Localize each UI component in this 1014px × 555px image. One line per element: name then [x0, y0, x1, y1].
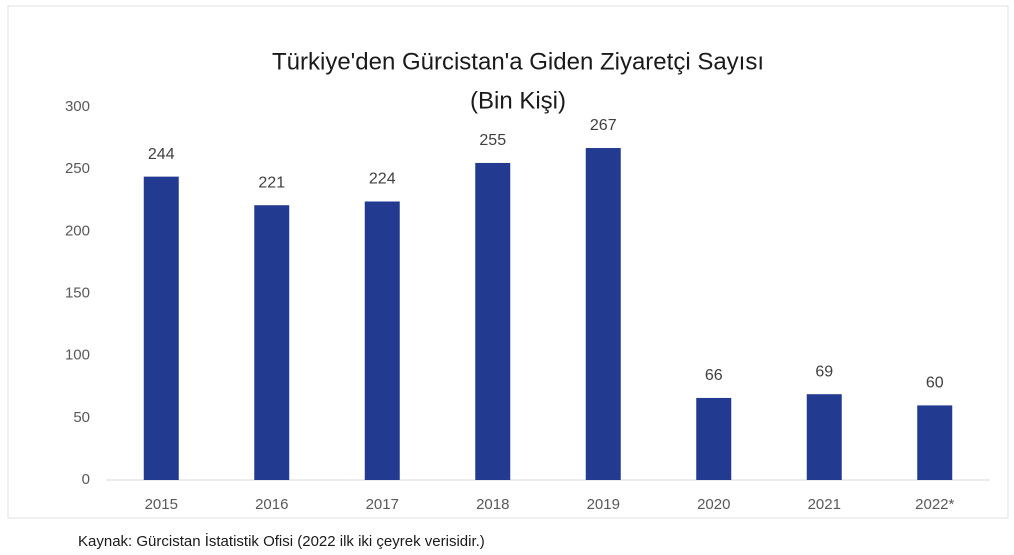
bar [254, 205, 290, 480]
x-tick-label: 2016 [255, 496, 288, 513]
y-tick-label: 200 [65, 222, 90, 239]
data-label: 66 [705, 367, 723, 384]
x-tick-label: 2021 [808, 496, 841, 513]
chart-border [7, 5, 1009, 519]
source-note: Kaynak: Gürcistan İstatistik Ofisi (2022… [78, 532, 485, 550]
y-tick-label: 250 [65, 160, 90, 177]
y-tick-label: 150 [65, 284, 90, 301]
chart-subtitle: (Bin Kişi) [470, 87, 566, 114]
chart-title: Türkiye'den Gürcistan'a Giden Ziyaretçi … [272, 48, 764, 75]
bar [806, 394, 842, 480]
y-tick-label: 100 [65, 347, 90, 364]
bar [696, 397, 732, 480]
x-tick-label: 2022* [915, 496, 954, 513]
y-tick-label: 300 [65, 98, 90, 115]
data-label: 60 [926, 375, 944, 392]
bar [585, 148, 621, 480]
data-label: 69 [815, 363, 833, 380]
bar [364, 201, 400, 480]
data-label: 255 [479, 132, 506, 149]
y-tick-label: 50 [73, 409, 90, 426]
data-label: 224 [369, 171, 396, 188]
bar [143, 176, 179, 481]
x-tick-label: 2017 [366, 496, 399, 513]
x-tick-label: 2018 [476, 496, 509, 513]
data-label: 267 [590, 117, 617, 134]
x-tick-label: 2019 [587, 496, 620, 513]
x-tick-label: 2015 [145, 496, 178, 513]
x-tick-label: 2020 [697, 496, 730, 513]
data-label: 244 [148, 146, 175, 163]
bar [475, 162, 511, 480]
bar [917, 405, 953, 480]
data-label: 221 [258, 174, 285, 191]
y-tick-label: 0 [82, 471, 90, 488]
